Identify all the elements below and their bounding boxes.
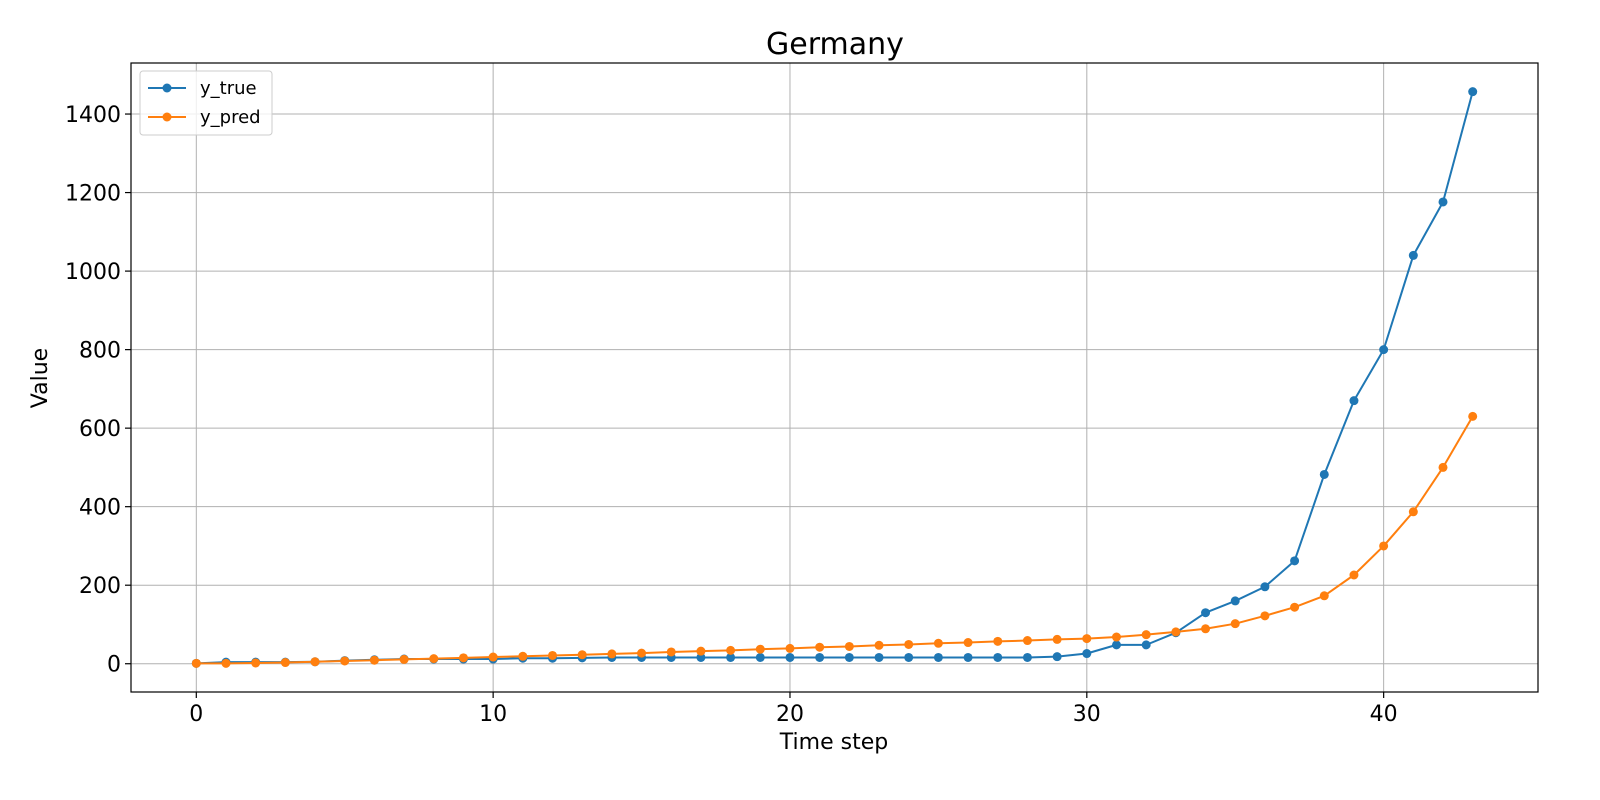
data-point-y_pred	[1111, 632, 1121, 642]
y-tick-label: 800	[79, 339, 121, 364]
chart-title: Germany	[766, 27, 904, 62]
x-tick-label: 10	[479, 702, 507, 727]
legend-marker-y_true	[162, 83, 172, 93]
data-point-y_pred	[815, 642, 825, 652]
x-tick-label: 30	[1073, 702, 1101, 727]
data-point-y_pred	[1319, 591, 1329, 601]
data-point-y_pred	[933, 638, 943, 648]
data-point-y_true	[993, 652, 1003, 662]
y-tick-label: 600	[79, 417, 121, 442]
legend: y_true y_pred	[139, 70, 273, 136]
data-point-y_true	[1319, 469, 1329, 479]
data-point-y_true	[1082, 649, 1092, 659]
data-point-y_true	[1260, 582, 1270, 592]
data-point-y_pred	[1379, 541, 1389, 551]
data-point-y_pred	[607, 649, 617, 659]
x-axis-label: Time step	[779, 730, 888, 755]
data-series	[191, 87, 1478, 668]
data-point-y_pred	[963, 638, 973, 648]
data-point-y_pred	[844, 641, 854, 651]
series-line-y_pred	[196, 415, 1474, 665]
data-point-y_pred	[637, 648, 647, 658]
data-point-y_true	[963, 652, 973, 662]
data-point-y_pred	[458, 653, 468, 663]
data-point-y_true	[874, 652, 884, 662]
data-point-y_pred	[1201, 624, 1211, 634]
data-point-y_pred	[1349, 570, 1359, 580]
data-point-y_pred	[1230, 619, 1240, 629]
data-point-y_pred	[369, 655, 379, 665]
data-point-y_true	[1379, 345, 1389, 355]
legend-marker-y_pred	[162, 112, 172, 122]
data-point-y_true	[844, 652, 854, 662]
legend-entries: y_true y_pred	[148, 78, 261, 128]
data-point-y_pred	[577, 650, 587, 660]
x-tick-label: 40	[1370, 702, 1398, 727]
y-tick-label: 400	[79, 496, 121, 521]
data-point-y_pred	[221, 658, 231, 668]
legend-label-y_true: y_true	[200, 78, 257, 99]
data-point-y_pred	[1052, 634, 1062, 644]
x-tick-label: 0	[189, 702, 203, 727]
data-point-y_pred	[726, 645, 736, 655]
data-point-y_true	[904, 652, 914, 662]
data-point-y_pred	[874, 640, 884, 650]
data-point-y_true	[1052, 652, 1062, 662]
data-point-y_pred	[1171, 627, 1181, 637]
data-point-y_pred	[191, 658, 201, 668]
series-y_pred	[191, 411, 1478, 668]
data-point-y_pred	[1438, 462, 1448, 472]
y-tick-label: 1400	[65, 103, 121, 128]
data-point-y_true	[1022, 652, 1032, 662]
y-tick-label: 0	[107, 653, 121, 678]
data-point-y_pred	[518, 651, 528, 661]
data-point-y_pred	[666, 647, 676, 657]
data-point-y_pred	[399, 654, 409, 664]
y-tick-label: 1000	[65, 260, 121, 285]
y-tick-label: 1200	[65, 182, 121, 207]
data-point-y_pred	[251, 658, 261, 668]
plot-frame	[130, 62, 1539, 693]
data-point-y_true	[1111, 640, 1121, 650]
data-point-y_pred	[1141, 630, 1151, 640]
data-point-y_pred	[1290, 602, 1300, 612]
data-point-y_pred	[904, 639, 914, 649]
data-point-y_pred	[1468, 411, 1478, 421]
y-axis-label: Value	[28, 348, 53, 408]
data-point-y_pred	[1408, 507, 1418, 517]
data-point-y_true	[933, 652, 943, 662]
data-point-y_true	[696, 652, 706, 662]
data-point-y_pred	[429, 654, 439, 664]
grid-lines	[131, 63, 1538, 692]
data-point-y_pred	[1082, 634, 1092, 644]
data-point-y_true	[1201, 608, 1211, 618]
data-point-y_true	[1230, 596, 1240, 606]
data-point-y_true	[815, 652, 825, 662]
legend-label-y_pred: y_pred	[200, 107, 261, 128]
data-point-y_true	[755, 652, 765, 662]
data-point-y_pred	[755, 644, 765, 654]
data-point-y_true	[1349, 396, 1359, 406]
data-point-y_true	[726, 652, 736, 662]
data-point-y_pred	[280, 658, 290, 668]
x-tick-label: 20	[776, 702, 804, 727]
data-point-y_true	[785, 652, 795, 662]
data-point-y_pred	[548, 650, 558, 660]
data-point-y_pred	[696, 646, 706, 656]
data-point-y_true	[1290, 556, 1300, 566]
data-point-y_pred	[785, 643, 795, 653]
data-point-y_true	[1141, 640, 1151, 650]
data-point-y_true	[1438, 197, 1448, 207]
data-point-y_pred	[340, 656, 350, 666]
data-point-y_true	[1408, 250, 1418, 260]
data-point-y_pred	[993, 636, 1003, 646]
y-tick-label: 200	[79, 574, 121, 599]
data-point-y_pred	[1260, 611, 1270, 621]
data-point-y_pred	[310, 657, 320, 667]
data-point-y_pred	[1022, 636, 1032, 646]
data-point-y_pred	[488, 652, 498, 662]
data-point-y_true	[1468, 87, 1478, 97]
